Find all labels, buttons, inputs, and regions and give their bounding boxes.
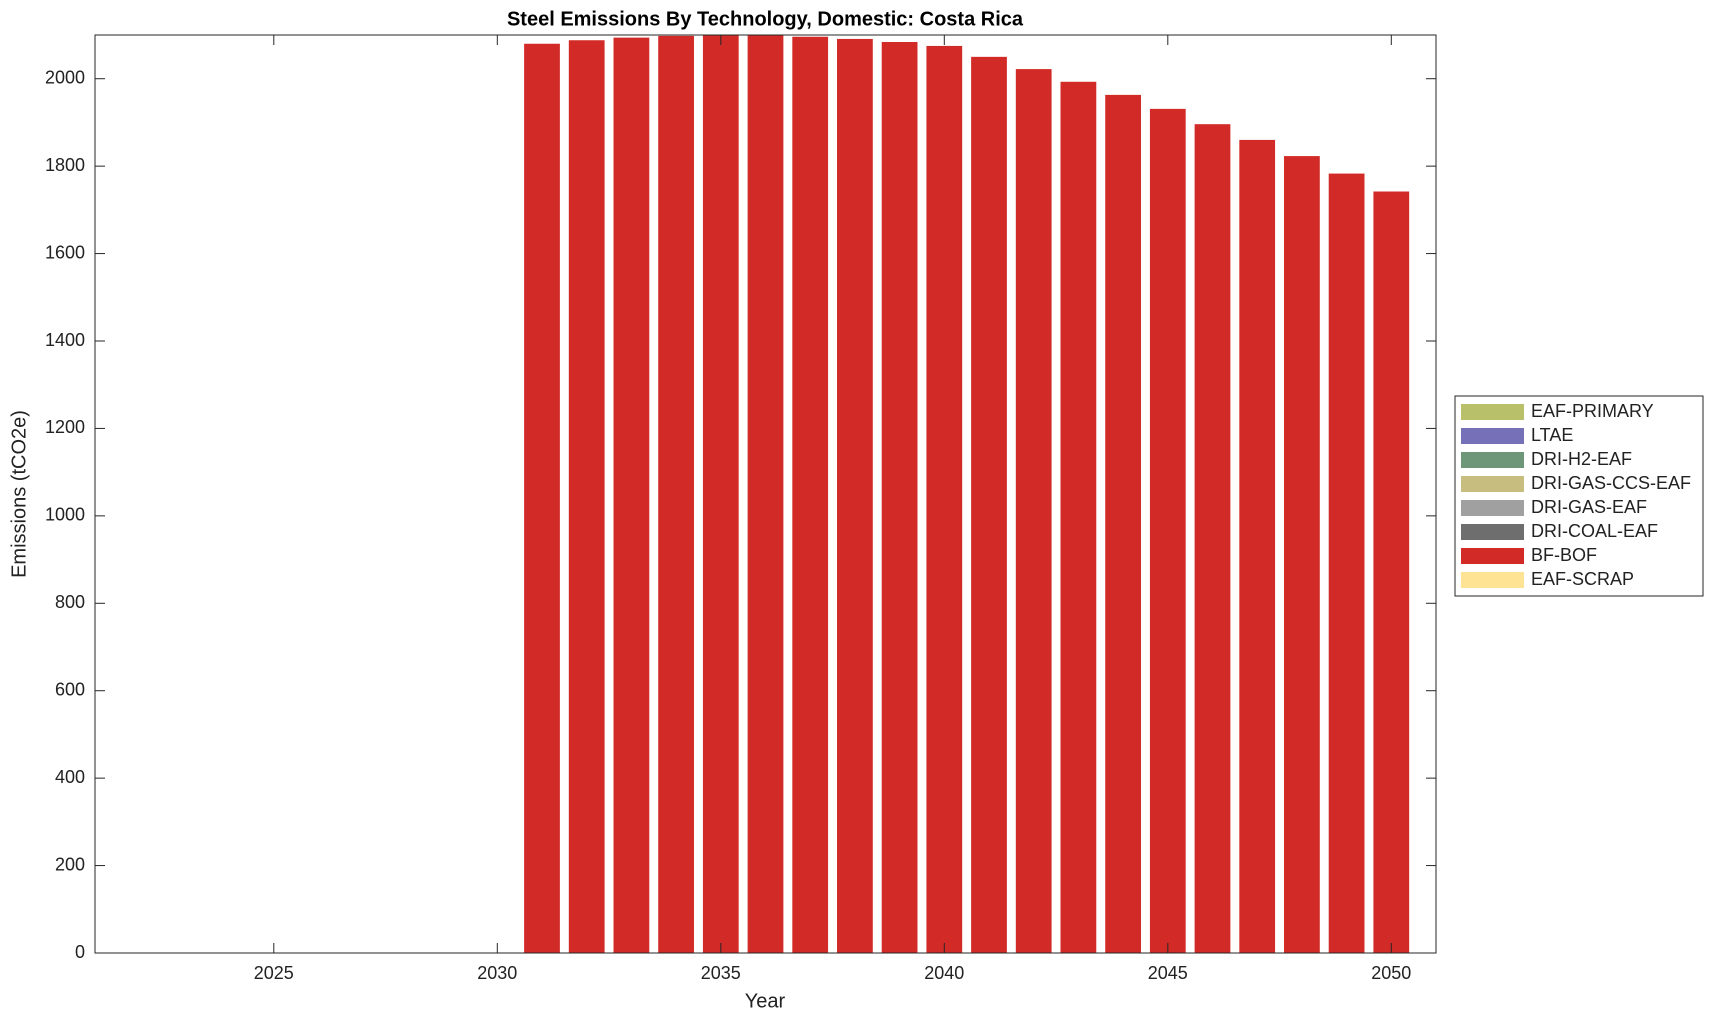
bar-segment	[881, 41, 918, 954]
x-axis-label: Year	[745, 990, 786, 1012]
y-tick-label: 2000	[45, 67, 85, 87]
legend-swatch	[1461, 428, 1524, 444]
x-tick-label: 2040	[924, 963, 964, 983]
plot-frame	[94, 34, 1437, 954]
bar-segment	[1105, 94, 1141, 954]
x-tick-label: 2035	[701, 963, 741, 983]
x-tick-label: 2050	[1371, 963, 1411, 983]
legend-label: DRI-GAS-CCS-EAF	[1531, 473, 1691, 493]
legend-swatch	[1461, 500, 1524, 516]
legend-label: EAF-PRIMARY	[1531, 401, 1654, 421]
bar-segment	[568, 40, 605, 953]
y-tick-label: 1600	[45, 242, 85, 262]
legend-swatch	[1461, 572, 1524, 588]
y-tick-label: 400	[55, 767, 85, 787]
bar-segment	[613, 37, 650, 953]
x-tick-label: 2045	[1148, 963, 1188, 983]
legend-swatch	[1461, 404, 1524, 420]
bar-segment	[1284, 156, 1320, 954]
x-tick-label: 2030	[477, 963, 517, 983]
legend-label: DRI-GAS-EAF	[1531, 497, 1647, 517]
chart-title: Steel Emissions By Technology, Domestic:…	[507, 8, 1024, 30]
bar-segment	[1149, 108, 1186, 954]
legend-label: BF-BOF	[1531, 545, 1597, 565]
bar-segment	[747, 35, 784, 954]
y-tick-label: 200	[55, 854, 85, 874]
y-tick-label: 1000	[45, 505, 85, 525]
bar-segment	[524, 43, 560, 953]
y-tick-label: 800	[55, 592, 85, 612]
legend-label: DRI-H2-EAF	[1531, 449, 1632, 469]
bar-segment	[1239, 139, 1276, 953]
bar-segment	[1060, 81, 1097, 953]
legend-swatch	[1461, 476, 1524, 492]
y-axis-label: Emissions (tCO2e)	[8, 410, 30, 578]
bar-segment	[1194, 124, 1231, 954]
bar-segment	[837, 38, 873, 954]
legend-label: DRI-COAL-EAF	[1531, 521, 1658, 541]
bar-segment	[1328, 173, 1365, 953]
legend-swatch	[1461, 548, 1524, 564]
bar-segment	[926, 45, 963, 953]
x-tick-label: 2025	[254, 963, 294, 983]
legend-swatch	[1461, 524, 1524, 540]
y-tick-label: 1800	[45, 155, 85, 175]
bar-segment	[1373, 191, 1410, 954]
legend-label: EAF-SCRAP	[1531, 569, 1634, 589]
legend-swatch	[1461, 452, 1524, 468]
bar-segment	[971, 56, 1007, 954]
y-tick-label: 600	[55, 679, 85, 699]
y-tick-label: 1400	[45, 330, 85, 350]
legend-label: LTAE	[1531, 425, 1573, 445]
bar-segment	[658, 35, 694, 954]
bar-segment	[1015, 69, 1052, 953]
bar-segment	[702, 35, 739, 953]
y-tick-label: 0	[75, 942, 85, 962]
y-tick-label: 1200	[45, 417, 85, 437]
bar-segment	[792, 36, 829, 953]
